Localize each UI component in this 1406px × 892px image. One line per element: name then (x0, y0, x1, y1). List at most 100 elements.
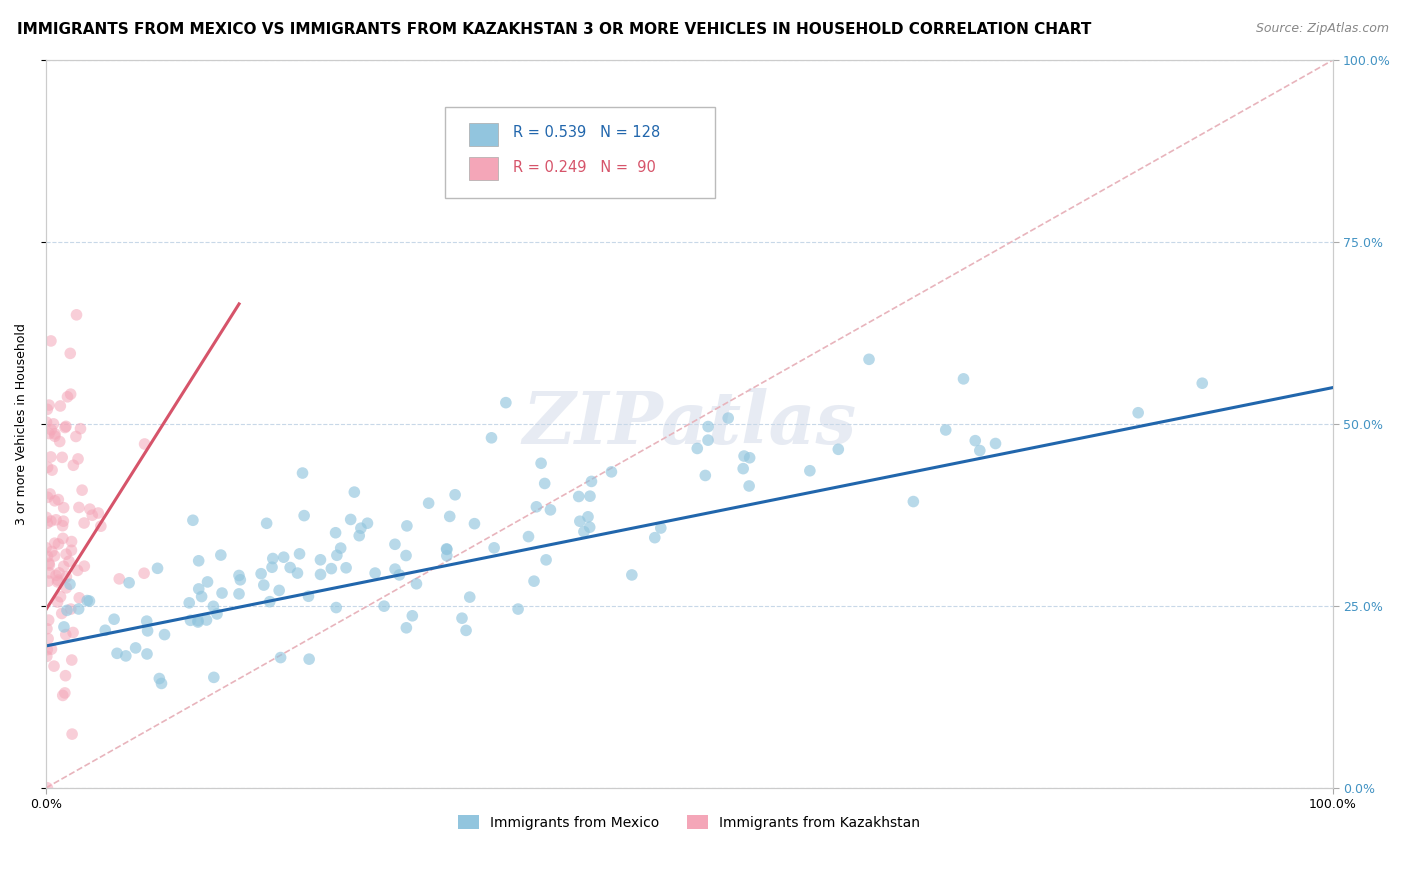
Point (343, 485, 366, 500)
Point (538, 503, 561, 517)
Point (46, 492, 69, 507)
Point (42, 417, 65, 431)
Legend: Immigrants from Mexico, Immigrants from Kazakhstan: Immigrants from Mexico, Immigrants from … (453, 810, 927, 836)
Point (384, 537, 406, 551)
Point (79, 594, 101, 608)
Text: R = 0.539   N = 128: R = 0.539 N = 128 (513, 126, 661, 140)
Point (59, 346, 82, 360)
Point (202, 599, 225, 614)
Point (568, 514, 591, 528)
Point (35, 541, 58, 555)
Point (37, 549, 59, 564)
Point (37, 574, 59, 588)
Point (309, 567, 332, 582)
Point (52, 689, 75, 703)
Point (44, 429, 66, 443)
Point (309, 553, 332, 567)
Point (135, 614, 157, 628)
Point (187, 615, 209, 629)
Point (179, 596, 201, 610)
Point (620, 568, 643, 582)
Point (60, 653, 83, 667)
Point (451, 611, 474, 625)
Point (202, 670, 225, 684)
Point (37, 780, 59, 795)
Point (52, 532, 75, 546)
Point (405, 576, 427, 591)
Point (55, 570, 77, 584)
Point (41, 642, 63, 657)
Point (686, 442, 709, 456)
Point (952, 372, 974, 386)
Point (146, 561, 169, 575)
Point (39, 423, 62, 437)
Point (55, 581, 77, 595)
Point (291, 466, 314, 480)
Point (858, 352, 880, 367)
Point (53, 420, 76, 434)
Point (46, 573, 69, 587)
Point (256, 516, 278, 531)
Point (55, 547, 77, 561)
Point (52, 620, 75, 634)
Point (903, 494, 925, 508)
Point (298, 652, 321, 666)
Text: Source: ZipAtlas.com: Source: ZipAtlas.com (1256, 22, 1389, 36)
Point (262, 551, 284, 566)
Point (356, 516, 378, 531)
Point (87, 506, 110, 520)
Point (695, 468, 717, 483)
Point (733, 461, 755, 475)
Point (90, 519, 112, 533)
Point (38, 613, 60, 627)
Text: ZIPatlas: ZIPatlas (522, 389, 856, 459)
Point (37, 402, 59, 417)
Point (935, 423, 957, 437)
Point (76, 593, 98, 607)
Point (45, 513, 67, 527)
Point (578, 520, 600, 534)
Point (738, 450, 761, 465)
Point (73, 516, 96, 530)
Point (347, 529, 370, 543)
Point (52, 518, 75, 533)
Point (738, 479, 761, 493)
Point (38, 566, 60, 580)
Point (108, 572, 131, 586)
Point (287, 566, 309, 580)
Point (717, 411, 740, 425)
Point (51, 607, 73, 621)
Point (44, 426, 66, 441)
Point (59, 387, 82, 401)
Point (650, 521, 672, 535)
Point (211, 586, 233, 600)
Point (46, 574, 69, 589)
FancyBboxPatch shape (470, 157, 498, 180)
Point (439, 509, 461, 524)
Point (148, 672, 170, 686)
Point (269, 583, 291, 598)
Point (44, 549, 66, 563)
Point (67, 591, 90, 605)
Point (458, 590, 481, 604)
Point (436, 542, 458, 557)
Point (827, 442, 849, 457)
Point (292, 508, 315, 523)
Point (579, 489, 602, 503)
Point (326, 548, 349, 562)
Point (733, 449, 755, 463)
Point (799, 464, 821, 478)
Point (53, 686, 76, 700)
Point (329, 541, 352, 555)
Point (41, 544, 63, 558)
Point (401, 608, 423, 623)
Point (35, 415, 58, 429)
Point (297, 589, 319, 603)
Point (136, 647, 159, 661)
Point (35, 510, 58, 524)
Point (49, 399, 72, 413)
Point (52, 500, 75, 515)
Point (572, 524, 595, 539)
Point (259, 595, 281, 609)
Point (568, 490, 591, 504)
